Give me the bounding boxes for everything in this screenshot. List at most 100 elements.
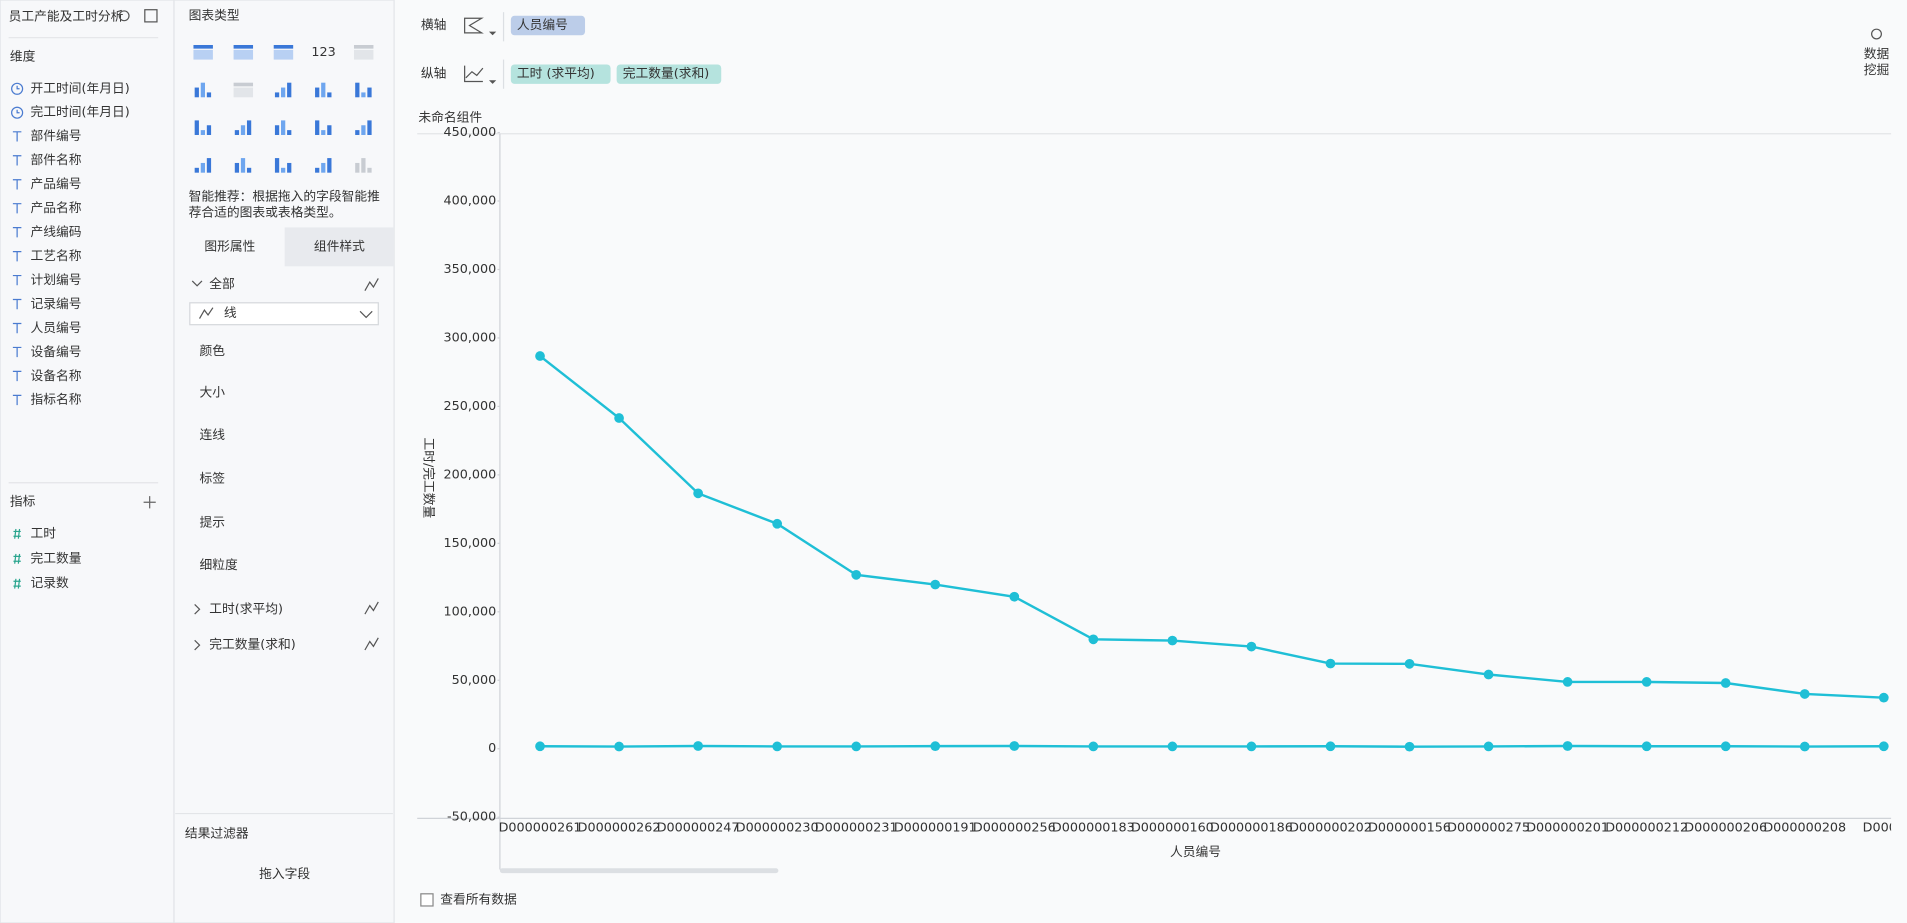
icon-part (233, 82, 254, 87)
field-pill[interactable] (510, 15, 586, 36)
dimension-field[interactable]: 产品编号 (31, 177, 82, 192)
data-point (851, 569, 862, 580)
axis-type-icon[interactable] (464, 65, 484, 83)
field-pill[interactable] (510, 64, 611, 84)
measure-field[interactable]: 工时 (31, 526, 57, 541)
series-section[interactable]: 完工数量(求和) (209, 638, 295, 653)
text-icon (12, 179, 22, 190)
dimension-field[interactable]: 部件编号 (31, 129, 82, 144)
data-point (1641, 677, 1652, 687)
chart-type-icon[interactable] (355, 82, 372, 98)
chart-type-icon[interactable] (233, 44, 254, 60)
y-tick-label: 0 (488, 741, 496, 756)
chart-type-icon[interactable] (194, 120, 212, 135)
chart-type-icon[interactable] (194, 158, 212, 173)
mining-icon[interactable] (1871, 28, 1882, 40)
icon-part (200, 162, 206, 173)
series-line (539, 355, 1884, 699)
dimension-field[interactable]: 产线编码 (31, 225, 82, 240)
group-label[interactable]: 全部 (209, 276, 235, 292)
chart-type-icon[interactable] (274, 120, 292, 135)
x-tick-label: D000000160 (1131, 821, 1214, 836)
dimension-field[interactable]: 开工时间(年月日) (31, 81, 130, 96)
x-tick-label: D000000202 (1289, 821, 1372, 836)
chart-type-icon[interactable] (315, 82, 332, 98)
data-point (1878, 741, 1889, 752)
mining-label[interactable]: 挖掘 (1864, 63, 1890, 78)
icon-part (327, 92, 332, 98)
search-icon[interactable] (118, 10, 130, 22)
icon-part (327, 125, 332, 135)
chart-type-icon[interactable] (233, 82, 254, 98)
series-section[interactable]: 工时(求平均) (209, 602, 283, 617)
chart-type-icon[interactable] (234, 158, 252, 173)
field-pill-text[interactable]: 完工数量(求和) (623, 67, 709, 82)
checkbox[interactable] (420, 893, 434, 907)
tab-label[interactable]: 组件样式 (314, 239, 365, 254)
property-item[interactable]: 颜色 (200, 343, 226, 359)
chevron (359, 310, 373, 319)
dimension-field[interactable]: 设备名称 (31, 368, 82, 384)
chart-type-icon[interactable] (194, 82, 212, 98)
dimension-field[interactable]: 记录编号 (31, 297, 82, 312)
property-item[interactable]: 提示 (200, 514, 225, 530)
property-item[interactable]: 大小 (200, 385, 226, 400)
property-item[interactable]: 连线 (200, 427, 226, 443)
icon-part (233, 49, 254, 60)
chart-type-icon[interactable] (274, 158, 292, 173)
chart-type-icon[interactable] (234, 120, 252, 135)
add-icon[interactable] (143, 496, 156, 509)
data-point (772, 518, 783, 529)
field-pill-text[interactable]: 人员编号 (517, 18, 568, 33)
icon-part (194, 120, 199, 135)
measure-field[interactable]: 完工数量 (31, 551, 82, 566)
text-icon (12, 346, 22, 358)
line-icon (364, 601, 379, 615)
dimension-field[interactable]: 完工时间(年月日) (31, 105, 130, 120)
hint-text: 荐合适的图表或表格类型。 (189, 204, 342, 220)
scrollbar[interactable] (499, 868, 779, 874)
data-point (1878, 692, 1889, 703)
mining-label[interactable]: 数据 (1864, 47, 1890, 62)
chart-type-icon[interactable] (353, 44, 374, 60)
data-point (1404, 658, 1415, 669)
icon-part (287, 130, 292, 135)
measure-field[interactable]: 记录数 (31, 576, 69, 591)
property-item[interactable]: 细粒度 (200, 557, 238, 573)
chart-type-icon[interactable]: 123 (311, 45, 335, 60)
dimension-field[interactable]: 指标名称 (31, 392, 82, 408)
dimension-field[interactable]: 计划编号 (31, 273, 82, 288)
icon-part (274, 125, 280, 135)
tab[interactable] (284, 227, 395, 267)
plot-area: D000000261D000000262D000000247D000000230… (499, 351, 1891, 836)
data-point (1483, 741, 1494, 752)
field-pill-text[interactable]: 工时 (求平均) (517, 67, 595, 82)
tab-label[interactable]: 图形属性 (204, 239, 255, 254)
icon-part (274, 92, 280, 98)
dimension-field[interactable]: 产品名称 (31, 200, 82, 216)
y-tick-label: 150,000 (444, 536, 497, 551)
dimension-field[interactable]: 工艺名称 (31, 248, 82, 264)
chart-type-icon[interactable] (315, 120, 332, 135)
dimension-field[interactable]: 部件名称 (31, 152, 82, 168)
chart-type-icon[interactable] (355, 158, 372, 173)
icon-part (315, 87, 320, 98)
property-item[interactable]: 标签 (200, 471, 226, 487)
mark-type[interactable]: 线 (224, 306, 237, 321)
field-pill[interactable] (616, 64, 722, 84)
checkbox-label[interactable]: 查看所有数据 (440, 891, 517, 907)
tab-active[interactable] (175, 227, 285, 267)
dimension-field[interactable]: 设备编号 (31, 345, 82, 360)
chart-type-icon[interactable] (193, 44, 213, 60)
icon-part (353, 49, 374, 60)
chart-type-icon[interactable] (355, 120, 372, 135)
mark-type-select[interactable] (189, 302, 379, 326)
icon-part (367, 87, 372, 98)
chart-type-icon[interactable] (273, 44, 294, 60)
switch-icon[interactable] (144, 9, 158, 23)
dimension-field[interactable]: 人员编号 (31, 321, 82, 336)
chart-type-icon[interactable] (315, 158, 332, 173)
axis-type-icon[interactable] (464, 17, 484, 34)
chart-type-icon[interactable] (274, 82, 292, 98)
y-axis-title: 工时/完工数量 (421, 438, 436, 519)
